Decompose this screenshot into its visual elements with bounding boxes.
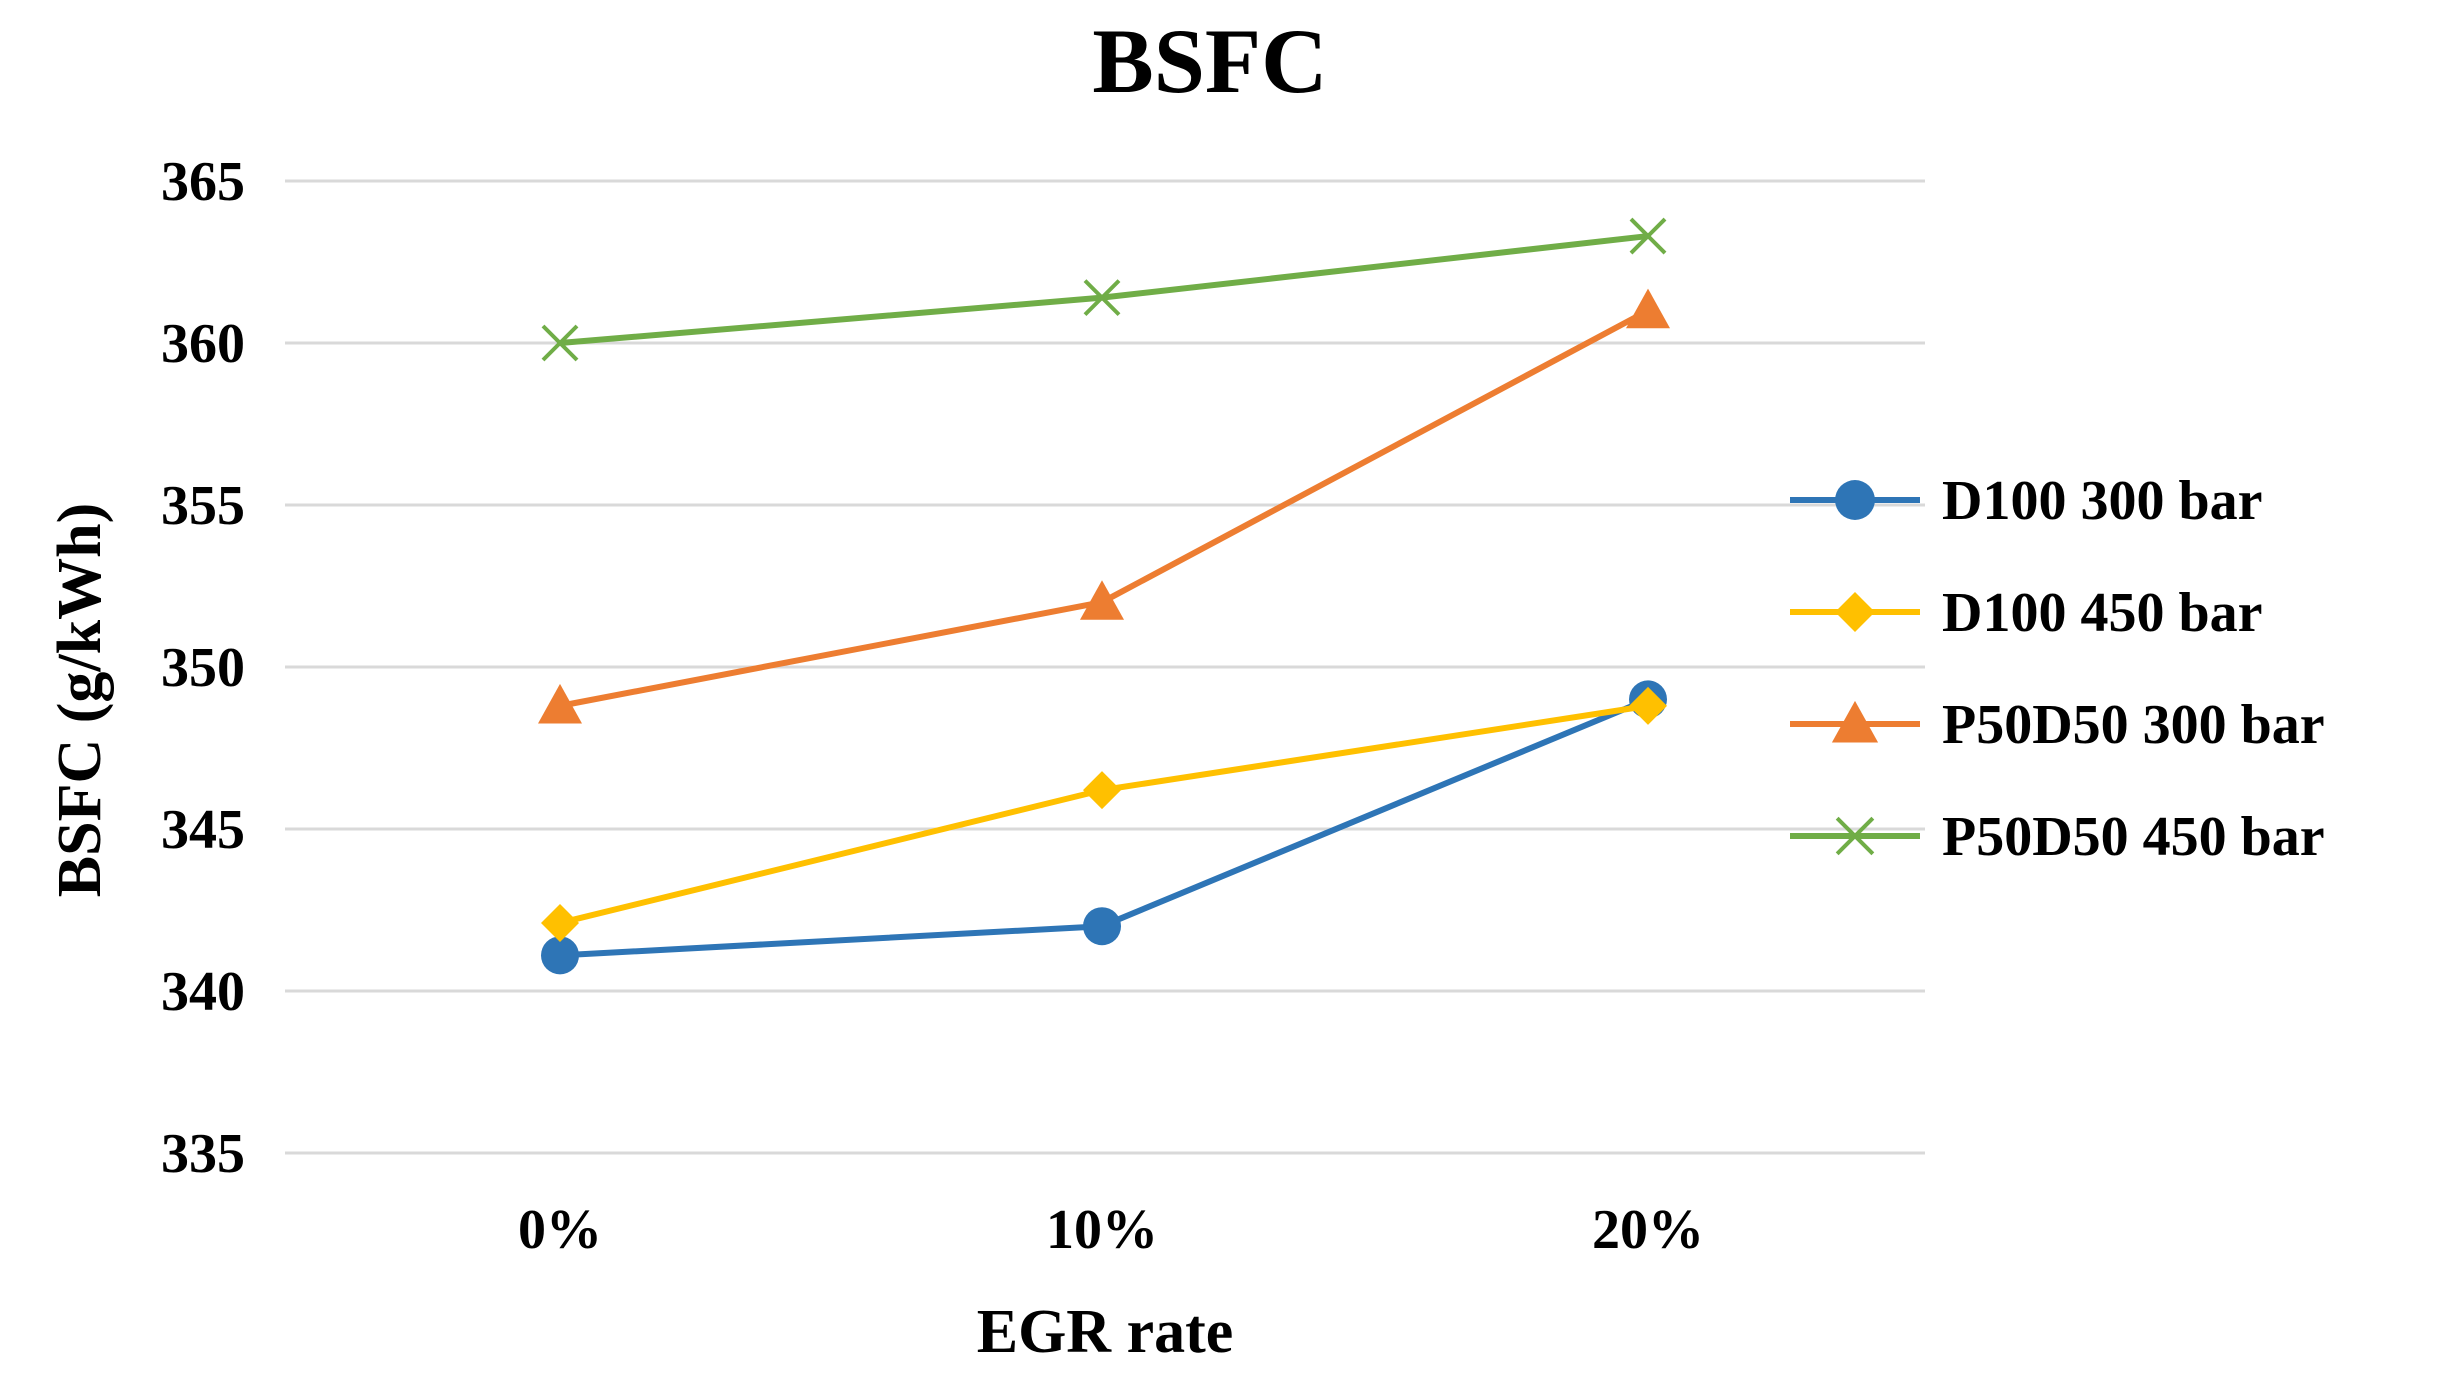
legend-label: P50D50 450 bar xyxy=(1942,806,2325,868)
series-d100-450-bar xyxy=(541,686,1667,942)
legend-marker xyxy=(1835,480,1875,520)
y-axis-ticks: 335 340 345 350 355 360 365 xyxy=(161,151,245,1185)
data-point-p50d50-300-bar xyxy=(538,683,582,724)
gridlines xyxy=(285,179,1925,1155)
series-d100-300-bar xyxy=(541,680,1667,975)
y-tick-label: 340 xyxy=(161,961,245,1023)
x-axis-ticks: 0% 10% 20% xyxy=(518,1199,1704,1261)
y-tick-label: 345 xyxy=(161,799,245,861)
series-p50d50-300-bar xyxy=(538,288,1670,724)
data-point-d100-300-bar xyxy=(1083,907,1121,946)
data-point-p50d50-450-bar xyxy=(1629,217,1667,255)
data-point-p50d50-450-bar xyxy=(541,324,579,362)
y-axis-label: BSFC (g/kWh) xyxy=(46,503,114,897)
data-point-p50d50-300-bar xyxy=(1080,580,1124,620)
legend-marker xyxy=(1835,816,1875,856)
y-tick-label: 360 xyxy=(161,313,245,375)
legend-label: D100 300 bar xyxy=(1942,470,2262,532)
x-tick-label: 20% xyxy=(1592,1199,1704,1261)
y-tick-label: 335 xyxy=(161,1123,245,1185)
series-p50d50-450-bar xyxy=(541,217,1667,362)
y-tick-label: 355 xyxy=(161,475,245,537)
y-tick-label: 365 xyxy=(161,151,245,213)
legend-label: D100 450 bar xyxy=(1942,582,2262,644)
legend-marker xyxy=(1835,592,1875,632)
x-tick-label: 0% xyxy=(518,1199,602,1261)
x-axis-label: EGR rate xyxy=(977,1298,1234,1366)
data-point-d100-450-bar xyxy=(541,903,579,942)
data-point-d100-450-bar xyxy=(1629,686,1667,725)
chart-title: BSFC xyxy=(1092,10,1327,112)
data-point-d100-300-bar xyxy=(541,936,579,975)
data-point-d100-450-bar xyxy=(1083,771,1121,810)
legend-label: P50D50 300 bar xyxy=(1942,694,2325,756)
legend-item-d100-450-bar: D100 450 bar xyxy=(1790,582,2262,644)
legend-item-d100-300-bar: D100 300 bar xyxy=(1790,470,2262,532)
x-tick-label: 10% xyxy=(1046,1199,1158,1261)
data-point-p50d50-300-bar xyxy=(1626,288,1670,329)
series-lines xyxy=(538,217,1670,975)
legend-item-p50d50-450-bar: P50D50 450 bar xyxy=(1790,806,2325,868)
y-tick-label: 350 xyxy=(161,637,245,699)
legend: D100 300 bar D100 450 bar P50D50 300 bar P5… xyxy=(1790,470,2325,868)
series-line-d100-450-bar xyxy=(557,702,1651,926)
series-line-p50d50-300-bar xyxy=(557,307,1651,709)
legend-item-p50d50-300-bar: P50D50 300 bar xyxy=(1790,694,2325,756)
data-point-p50d50-450-bar xyxy=(1083,279,1121,317)
legend-marker xyxy=(1831,700,1879,743)
series-line-p50d50-450-bar xyxy=(557,233,1651,346)
